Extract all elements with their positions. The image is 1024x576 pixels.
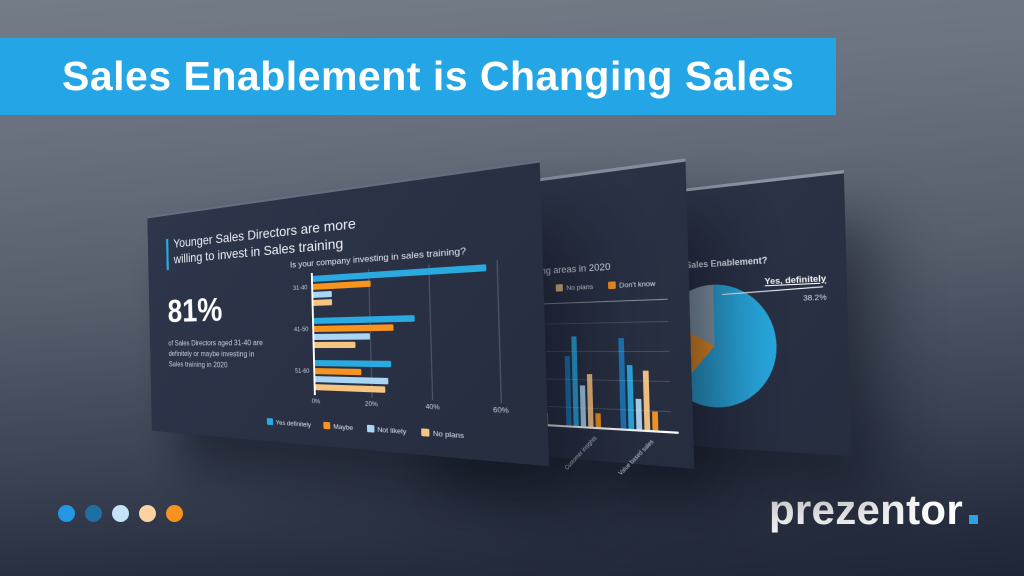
- bar-group: [618, 311, 659, 431]
- footer-dot: [58, 505, 75, 522]
- bar-yes-definitely: [314, 360, 392, 368]
- bar-not-likely: [315, 376, 389, 385]
- bar-group: 41-50: [294, 313, 499, 351]
- footer-dot: [166, 505, 183, 522]
- x-tick-label: 60%: [492, 407, 509, 416]
- logo-dot: [969, 515, 978, 524]
- footer-dot: [112, 505, 129, 522]
- bar-no-plans: [313, 299, 333, 306]
- bar-no-plans: [315, 384, 386, 393]
- category-label: Customer insights: [563, 435, 599, 472]
- legend-item: Not likely: [366, 424, 406, 436]
- page-title: Sales Enablement is Changing Sales: [62, 53, 795, 99]
- legend-swatch: [266, 418, 274, 426]
- x-tick-label: 0%: [311, 399, 321, 406]
- legend-swatch: [608, 281, 616, 290]
- bar: [564, 356, 572, 426]
- stat-caption: of Sales Directors aged 31-40 are defini…: [168, 337, 273, 372]
- bar-maybe: [313, 280, 372, 290]
- footer-dot: [139, 505, 156, 522]
- slide-1: Younger Sales Directors are more willing…: [147, 160, 550, 467]
- footer-dots: [58, 505, 183, 522]
- legend-swatch: [323, 421, 331, 430]
- legend-swatch: [366, 424, 375, 433]
- legend-item: Don't know: [608, 279, 656, 290]
- legend-item: Yes definitely: [266, 418, 311, 429]
- category-label: 51-60: [295, 368, 310, 375]
- category-label: 31-40: [292, 285, 308, 292]
- bar-group: 51-60: [295, 360, 501, 400]
- bar: [586, 374, 594, 427]
- legend-item: No plans: [421, 428, 464, 440]
- bar-yes-definitely: [313, 315, 415, 324]
- x-tick-label: 40%: [425, 404, 440, 412]
- bar: [571, 336, 579, 426]
- bar-not-likely: [313, 290, 333, 298]
- caption-line-1: of Sales Directors aged 31-40 are: [168, 338, 264, 348]
- stat-number: 81%: [167, 290, 223, 330]
- pie-slice-label: Yes, definitely: [764, 272, 827, 287]
- bar: [595, 413, 602, 428]
- bar: [652, 411, 659, 431]
- prezentor-logo: prezentor: [769, 486, 978, 534]
- bar-not-likely: [314, 333, 370, 340]
- bar-yes-definitely: [312, 264, 487, 282]
- footer-dot: [85, 505, 102, 522]
- bar-maybe: [314, 324, 394, 332]
- slide3-question: h Sales Enablement?: [678, 254, 768, 271]
- bar-group: 31-40: [293, 264, 498, 308]
- caption-line-3: Sales training in 2020: [168, 360, 228, 370]
- bar-group: [564, 313, 602, 428]
- bar-maybe: [315, 368, 362, 376]
- logo-text: prezentor: [768, 486, 963, 533]
- legend-item: No plans: [556, 283, 593, 293]
- legend-swatch: [421, 428, 430, 437]
- x-tick-label: 20%: [364, 401, 378, 409]
- slide1-chart-plot: 0% 20% 40% 60% 31-40 41-50 51-60: [293, 259, 509, 415]
- category-label: 41-50: [293, 327, 309, 334]
- category-label: Value based sales: [617, 438, 656, 478]
- pie-slice-value: 38.2%: [802, 292, 827, 303]
- bar: [635, 398, 643, 430]
- legend-swatch: [556, 284, 564, 292]
- slide1-legend: Yes definitely Maybe Not likely No plans: [266, 418, 464, 440]
- title-banner: Sales Enablement is Changing Sales: [0, 38, 836, 115]
- heading-accent-bar: [166, 238, 169, 271]
- legend-item: Maybe: [323, 421, 353, 432]
- bar-no-plans: [314, 341, 356, 349]
- bar: [626, 364, 635, 430]
